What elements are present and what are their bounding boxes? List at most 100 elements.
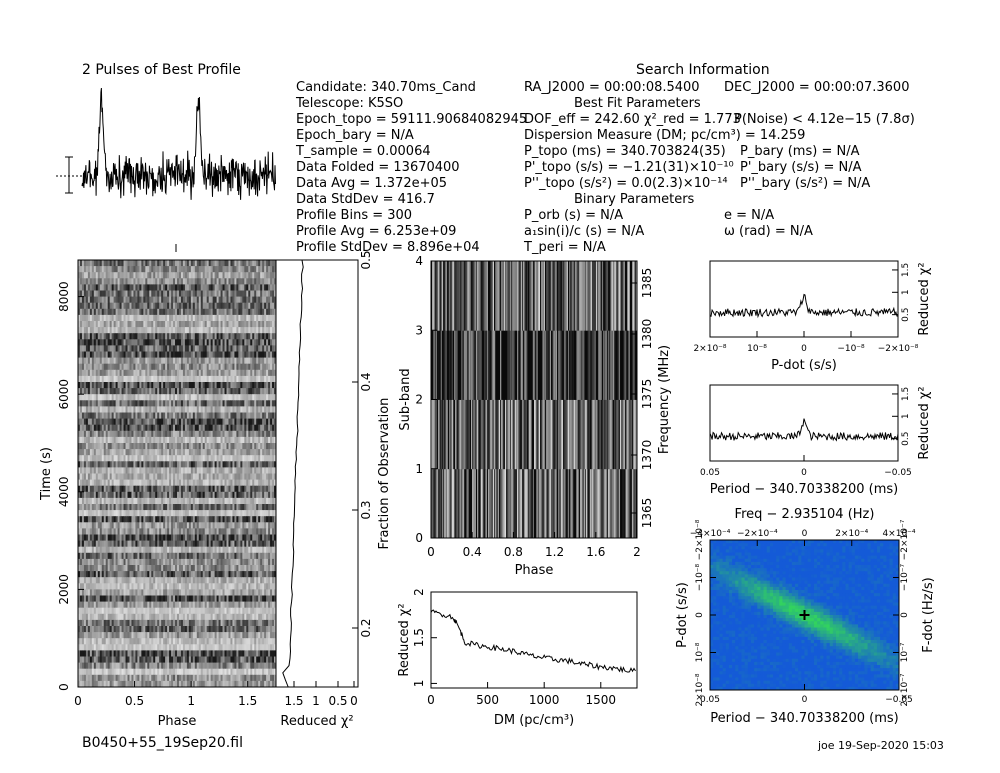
heatmap-cell: [206, 516, 210, 523]
heatmap-cell: [153, 351, 156, 358]
heatmap-cell: [218, 534, 221, 541]
heatmap-cell: [268, 363, 271, 371]
heatmap-cell: [216, 351, 219, 358]
info-pddot-topo: P''_topo (s/s²) = 0.0(2.3)×10⁻¹⁴: [524, 176, 728, 191]
heatmap-cell: [216, 382, 219, 389]
heatmap-cell: [220, 497, 223, 505]
heatmap-cell: [153, 272, 156, 279]
heatmap-cell: [163, 510, 166, 517]
heatmap-cell: [127, 284, 130, 291]
heatmap-cell: [258, 302, 261, 310]
heatmap-cell: [85, 479, 89, 487]
heatmap-cell: [202, 467, 206, 474]
heatmap-cell: [161, 540, 164, 548]
heatmap-cell: [157, 302, 160, 310]
heatmap-cell: [184, 321, 188, 328]
heatmap-cell: [85, 375, 89, 383]
heatmap-cell: [202, 345, 206, 352]
heatmap-cell: [167, 528, 170, 535]
heatmap-cell: [111, 290, 115, 297]
heatmap-cell: [117, 510, 120, 517]
heatmap-cell: [232, 400, 235, 407]
heatmap-cell: [216, 308, 219, 316]
heatmap-cell: [91, 388, 95, 395]
heatmap-cell: [184, 418, 188, 426]
heatmap-cell: [123, 308, 126, 316]
heatmap-cell: [266, 327, 269, 334]
heatmap-cell: [171, 424, 174, 432]
heatmap-cell: [133, 388, 136, 395]
heatmap-cell: [121, 418, 124, 426]
heatmap-cell: [242, 406, 245, 413]
heatmap-cell: [268, 406, 271, 413]
heatmap-cell: [272, 388, 275, 395]
heatmap-cell: [196, 406, 200, 413]
heatmap-cell: [250, 321, 253, 328]
heatmap-cell: [99, 369, 103, 377]
heatmap-cell: [270, 528, 273, 535]
heatmap-cell: [222, 418, 225, 426]
heatmap-cell: [153, 314, 156, 322]
heatmap-cell: [131, 327, 134, 334]
heatmap-cell: [119, 479, 122, 487]
heatmap-cell: [83, 406, 87, 413]
heatmap-cell: [105, 546, 109, 554]
heatmap-cell: [78, 278, 81, 285]
heatmap-cell: [200, 363, 204, 371]
heatmap-cell: [93, 558, 97, 566]
heatmap-cell: [242, 321, 245, 328]
heatmap-cell: [182, 406, 186, 413]
heatmap-cell: [192, 266, 196, 273]
heatmap-cell: [177, 296, 180, 304]
heatmap-cell: [218, 412, 221, 419]
heatmap-cell: [264, 497, 267, 505]
heatmap-cell: [87, 473, 91, 480]
heatmap-cell: [105, 558, 109, 566]
heatmap-cell: [149, 369, 152, 377]
heatmap-cell: [182, 558, 186, 566]
heatmap-cell: [121, 424, 124, 432]
heatmap-cell: [131, 314, 134, 322]
heatmap-cell: [78, 412, 81, 419]
heatmap-cell: [171, 479, 174, 487]
heatmap-cell: [149, 400, 152, 407]
heatmap-cell: [151, 296, 154, 304]
heatmap-cell: [192, 308, 196, 316]
heatmap-cell: [252, 418, 255, 426]
heatmap-cell: [145, 339, 148, 346]
heatmap-cell: [149, 321, 152, 328]
heatmap-cell: [188, 357, 192, 365]
heatmap-cell: [230, 363, 233, 371]
heatmap-cell: [236, 290, 239, 297]
heatmap-cell: [133, 449, 136, 456]
heatmap-cell: [131, 510, 134, 517]
heatmap-cell: [81, 443, 85, 450]
heatmap-cell: [180, 534, 184, 541]
heatmap-cell: [143, 333, 146, 340]
heatmap-cell: [79, 375, 83, 383]
heatmap-cell: [109, 424, 113, 432]
heatmap-cell: [81, 333, 85, 340]
heatmap-cell: [238, 369, 241, 377]
heatmap-cell: [101, 351, 105, 358]
heatmap-cell: [78, 339, 81, 346]
heatmap-cell: [200, 369, 204, 377]
heatmap-cell: [157, 461, 160, 468]
heatmap-cell: [85, 436, 89, 444]
heatmap-cell: [131, 375, 134, 383]
heatmap-cell: [240, 534, 243, 541]
heatmap-cell: [113, 406, 117, 413]
heatmap-cell: [252, 272, 255, 279]
heatmap-cell: [196, 516, 200, 523]
info-dof: DOF_eff = 242.60 χ²_red = 1.773: [524, 112, 741, 127]
heatmap-cell: [131, 455, 134, 462]
heatmap-cell: [121, 357, 124, 365]
heatmap-cell: [115, 467, 118, 474]
heatmap-cell: [242, 473, 245, 480]
heatmap-cell: [218, 436, 221, 444]
heatmap-cell: [101, 333, 105, 340]
heatmap-cell: [123, 552, 126, 560]
heatmap-cell: [167, 339, 170, 346]
heatmap-cell: [115, 510, 118, 517]
heatmap-cell: [87, 284, 91, 291]
